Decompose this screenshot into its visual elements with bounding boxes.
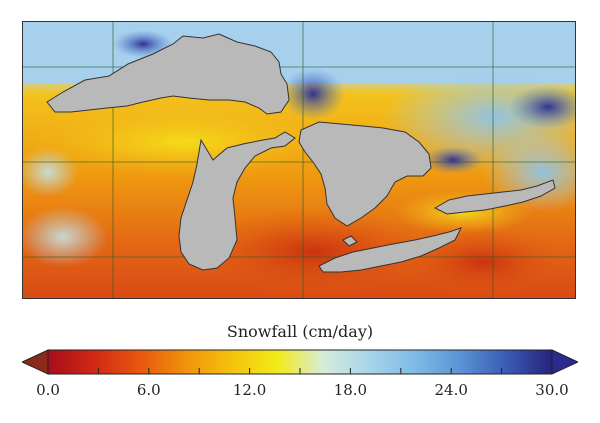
yellow-band-central [33,107,333,177]
warm-core-south [193,207,433,297]
lake-erie [318,227,462,273]
colorbar [20,349,580,375]
snowband-huron-east [423,146,483,174]
colorbar-tick-label: 18.0 [333,381,368,399]
colorbar-over-arrow [551,349,580,375]
colorbar-tick-label: 0.0 [36,381,60,399]
graticule [23,22,575,298]
colorbar-tick-label: 30.0 [535,381,569,399]
lake-huron [298,121,432,227]
colorbar-under-arrow [20,349,49,375]
snowfall-map [22,21,576,299]
snowband-northeast [508,85,575,129]
lake-st-clair [342,235,358,247]
colorbar-title: Snowfall (cm/day) [226,322,374,341]
colorbar-tick-label: 12.0 [232,381,267,399]
west-cool-patch [23,207,108,267]
lake-ontario [433,179,556,215]
lake-superior [46,33,290,115]
snowband-superior-east [281,68,345,120]
colorbar-tick-label: 6.0 [136,381,161,399]
colorbar-tick-label: 24.0 [434,381,468,399]
lake-michigan [178,131,296,271]
